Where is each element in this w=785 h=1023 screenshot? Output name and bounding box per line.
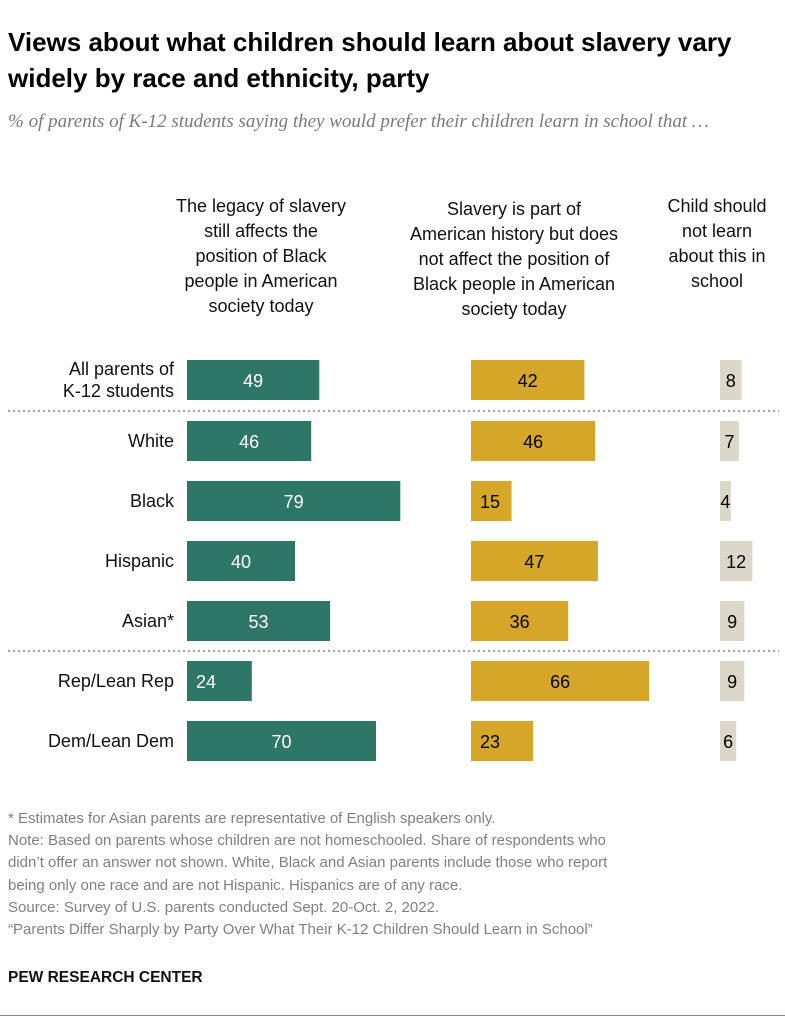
chart-subtitle: % of parents of K-12 students saying the… bbox=[8, 111, 709, 132]
data-label: 24 bbox=[196, 672, 216, 692]
note-line-3: being only one race and are not Hispanic… bbox=[8, 876, 463, 894]
bar-legacy bbox=[187, 481, 401, 521]
bar-should-not-learn bbox=[720, 601, 745, 641]
bar-should-not-learn bbox=[720, 541, 753, 581]
chart-title: Views about what children should learn a… bbox=[8, 27, 732, 93]
data-label: 12 bbox=[726, 552, 746, 572]
column-header-legacy: The legacy of slavery still affects the … bbox=[175, 196, 347, 316]
data-label: 46 bbox=[239, 432, 259, 452]
data-label: 15 bbox=[480, 492, 500, 512]
report-title: “Parents Differ Sharply by Party Over Wh… bbox=[8, 921, 593, 939]
category-label: Dem/Lean Dem bbox=[48, 731, 174, 751]
data-label: 9 bbox=[727, 612, 737, 632]
bar-legacy bbox=[187, 421, 312, 461]
column-header-should-not-learn: Child should not learn about this in sch… bbox=[667, 196, 767, 291]
bar-should-not-learn bbox=[720, 661, 745, 701]
bar-legacy bbox=[187, 360, 320, 400]
bar-legacy bbox=[187, 721, 376, 761]
category-label: Hispanic bbox=[105, 551, 174, 571]
data-label: 70 bbox=[271, 732, 291, 752]
pew-logo-text: PEW RESEARCH CENTER bbox=[8, 969, 203, 986]
chart-notes: * Estimates for Asian parents are repres… bbox=[8, 808, 783, 941]
category-label: Rep/Lean Rep bbox=[58, 671, 174, 691]
data-label: 42 bbox=[518, 371, 538, 391]
data-label: 46 bbox=[523, 432, 543, 452]
bar-should-not-learn bbox=[720, 721, 737, 761]
bar-history bbox=[471, 541, 598, 581]
data-label: 7 bbox=[724, 432, 734, 452]
column-header-part-of-history: Slavery is part of American history but … bbox=[409, 199, 619, 319]
bar-legacy bbox=[187, 661, 252, 701]
data-label: 40 bbox=[231, 552, 251, 572]
data-label: 23 bbox=[480, 732, 500, 752]
category-label: Asian* bbox=[122, 611, 174, 631]
category-label: White bbox=[128, 431, 174, 451]
bar-history bbox=[471, 721, 534, 761]
data-label: 6 bbox=[723, 732, 733, 752]
bar-should-not-learn bbox=[720, 360, 742, 400]
data-label: 49 bbox=[243, 371, 263, 391]
data-label: 9 bbox=[727, 672, 737, 692]
note-line-1: Note: Based on parents whose children ar… bbox=[8, 832, 606, 850]
bar-legacy bbox=[187, 541, 295, 581]
source-note: Source: Survey of U.S. parents conducted… bbox=[8, 898, 440, 916]
data-label: 36 bbox=[510, 612, 530, 632]
bar-legacy bbox=[187, 601, 331, 641]
data-label: 79 bbox=[284, 492, 304, 512]
category-label: All parents of K-12 students bbox=[63, 359, 175, 401]
bottom-rule bbox=[0, 1015, 785, 1016]
data-label: 66 bbox=[550, 672, 570, 692]
bar-should-not-learn bbox=[720, 481, 731, 521]
bar-history bbox=[471, 601, 569, 641]
data-label: 4 bbox=[720, 492, 730, 512]
bar-history bbox=[471, 421, 596, 461]
data-label: 53 bbox=[249, 612, 269, 632]
data-label: 47 bbox=[524, 552, 544, 572]
asian-footnote: * Estimates for Asian parents are repres… bbox=[8, 810, 496, 827]
category-label: Black bbox=[130, 491, 175, 511]
data-label: 8 bbox=[726, 371, 736, 391]
bar-should-not-learn bbox=[720, 421, 739, 461]
bar-history bbox=[471, 481, 512, 521]
bar-history bbox=[471, 360, 585, 400]
bar-history bbox=[471, 661, 650, 701]
note-line-2: didn’t offer an answer not shown. White,… bbox=[8, 854, 608, 872]
